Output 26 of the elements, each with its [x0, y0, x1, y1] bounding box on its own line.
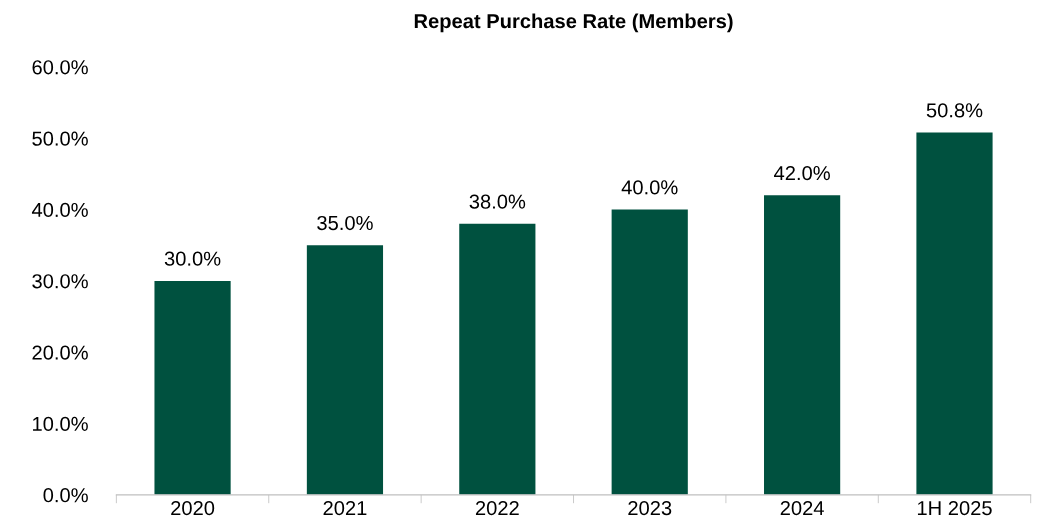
bar [611, 209, 688, 495]
chart-title: Repeat Purchase Rate (Members) [414, 13, 733, 33]
y-tick-label: 20.0% [32, 345, 88, 360]
y-tick-label: 50.0% [32, 131, 88, 146]
data-label: 42.0% [774, 165, 830, 181]
y-tick-label: 40.0% [31, 202, 88, 218]
data-label: 40.0% [621, 180, 678, 195]
bar [306, 245, 384, 495]
bar [154, 280, 231, 495]
y-tick-label: 0.0% [43, 488, 88, 503]
y-tick-label: 60.0% [32, 60, 88, 75]
data-label: 30.0% [164, 251, 221, 266]
bar [764, 195, 841, 495]
x-tick-label: 1H 2025 [917, 500, 992, 516]
data-label: 35.0% [317, 215, 373, 231]
x-tick-label: 2022 [475, 500, 519, 516]
bar [916, 132, 993, 495]
x-tick-label: 2021 [323, 500, 367, 516]
x-tick-label: 2020 [171, 500, 215, 516]
data-label: 50.8% [926, 103, 983, 118]
x-tick-label: 2023 [628, 500, 672, 516]
data-label: 38.0% [469, 194, 526, 209]
x-tick-label: 2024 [780, 500, 824, 516]
bar [459, 223, 536, 495]
y-tick-label: 10.0% [33, 416, 88, 432]
y-tick-label: 30.0% [32, 274, 88, 289]
